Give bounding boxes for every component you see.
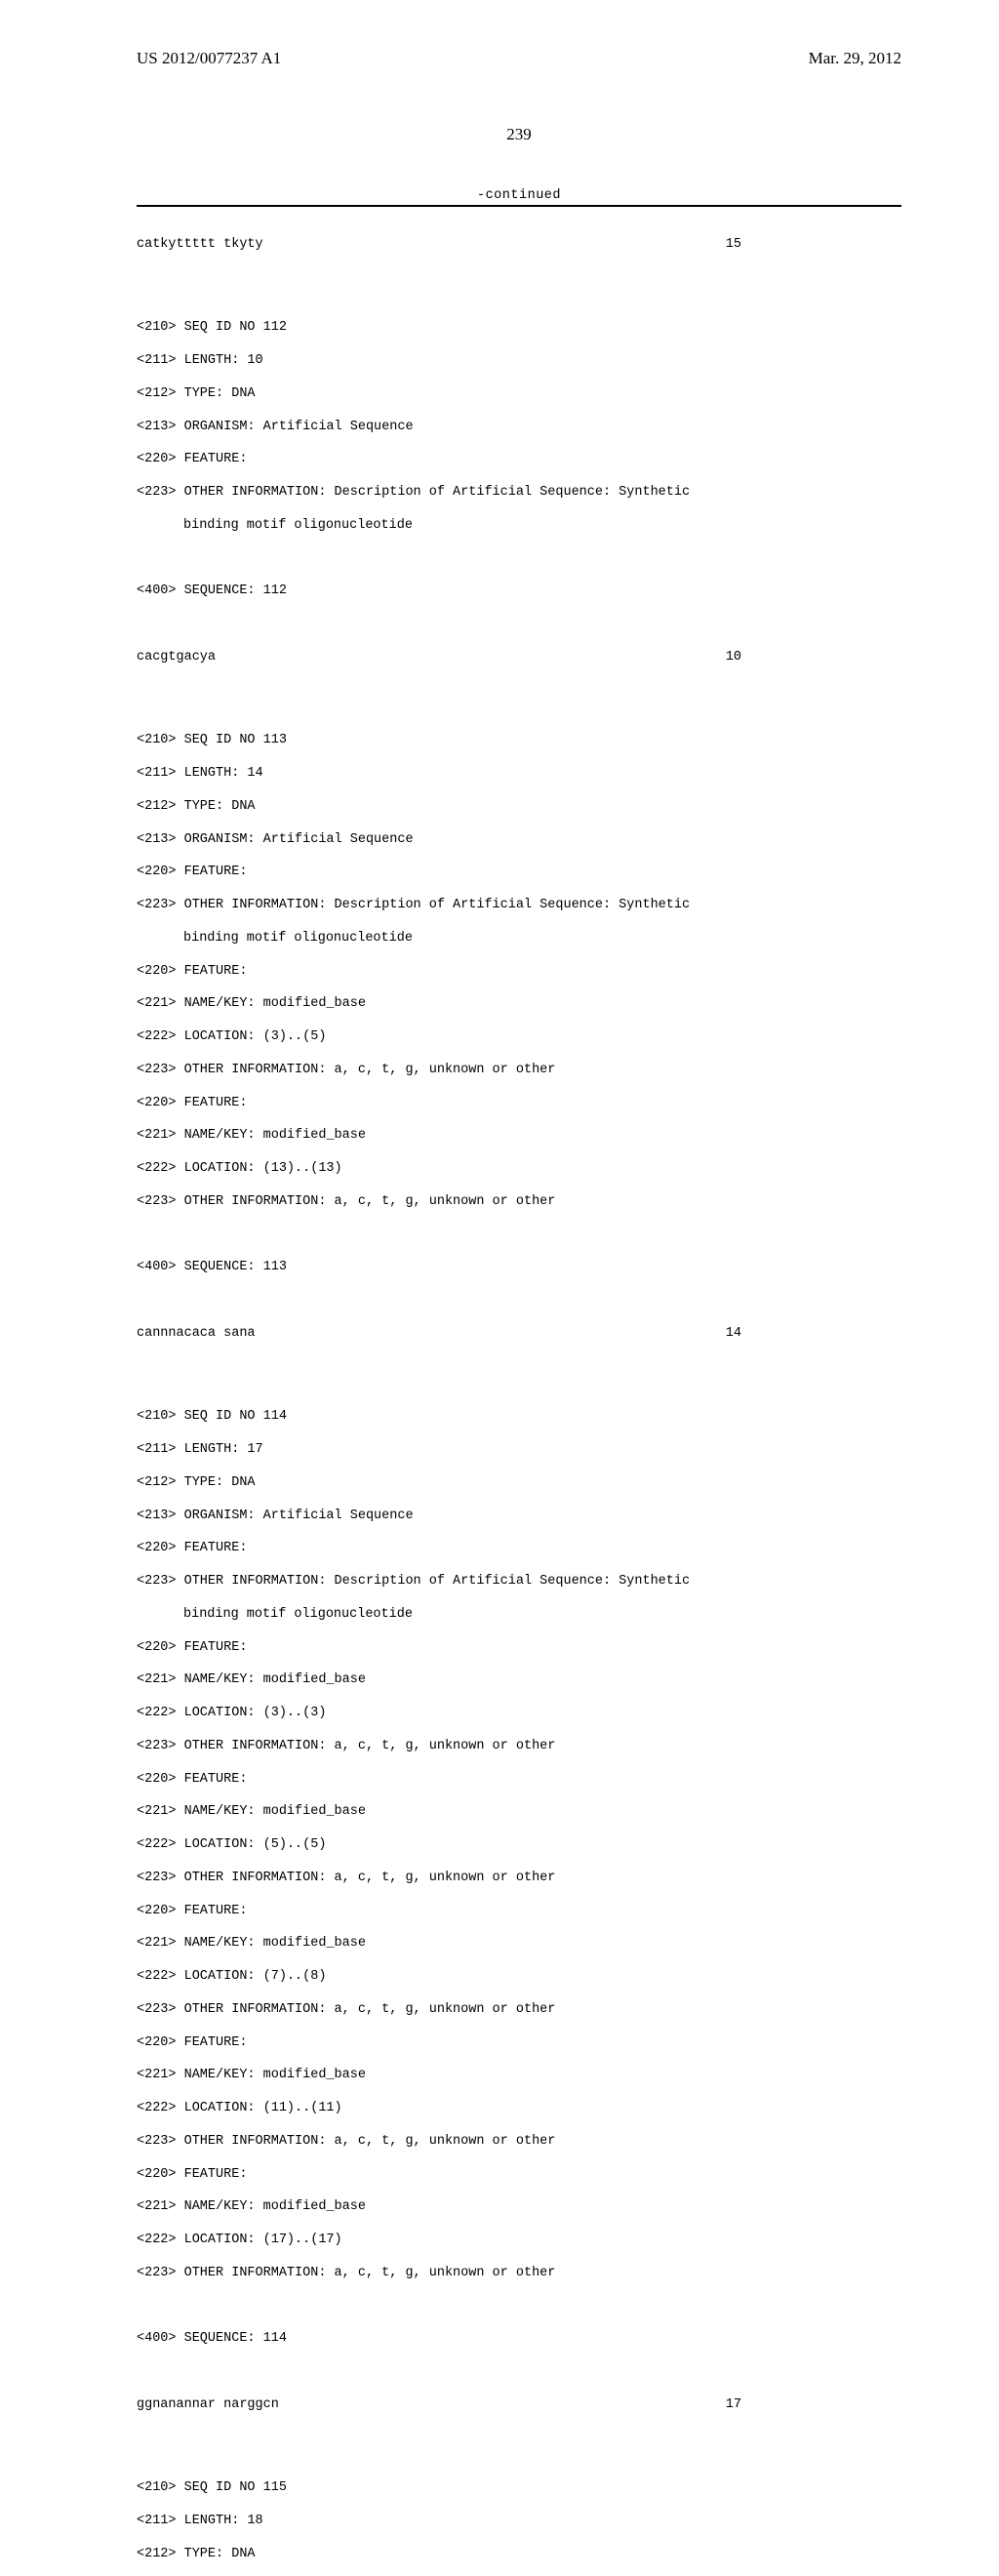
- seq-header-line: <212> TYPE: DNA: [137, 799, 901, 816]
- seq-label: <400> SEQUENCE: 114: [137, 2331, 901, 2348]
- seq-extra-line: <222> LOCATION: (3)..(5): [137, 1029, 901, 1046]
- publication-number: US 2012/0077237 A1: [137, 49, 281, 68]
- seq-extra-line: <223> OTHER INFORMATION: a, c, t, g, unk…: [137, 2002, 901, 2019]
- seq-extra-line: <222> LOCATION: (11)..(11): [137, 2101, 901, 2117]
- seq-extra-line: <220> FEATURE:: [137, 1772, 901, 1789]
- seq-extra-line: <221> NAME/KEY: modified_base: [137, 996, 901, 1013]
- seq-length: 14: [726, 1326, 741, 1343]
- seq-extra-line: <223> OTHER INFORMATION: a, c, t, g, unk…: [137, 1871, 901, 1887]
- spacer: [137, 551, 901, 568]
- seq-length: 10: [726, 650, 741, 666]
- page-header: US 2012/0077237 A1 Mar. 29, 2012: [137, 49, 901, 68]
- seq-header-line: <211> LENGTH: 18: [137, 2514, 901, 2530]
- seq-extra-line: <220> FEATURE:: [137, 2167, 901, 2184]
- seq-extra-line: <222> LOCATION: (3)..(3): [137, 1706, 901, 1722]
- seq-line: cacgtgacya 10: [137, 650, 741, 666]
- seq-header-line: <220> FEATURE:: [137, 1541, 901, 1557]
- seq-header-line: <213> ORGANISM: Artificial Sequence: [137, 1509, 901, 1525]
- seq-line: cannnacaca sana 14: [137, 1326, 741, 1343]
- seq-extra-line: <221> NAME/KEY: modified_base: [137, 1936, 901, 1952]
- seq-extra-line: <223> OTHER INFORMATION: a, c, t, g, unk…: [137, 1194, 901, 1211]
- seq-header-line: <210> SEQ ID NO 112: [137, 320, 901, 337]
- seq-extra-line: <221> NAME/KEY: modified_base: [137, 1128, 901, 1145]
- seq-label: <400> SEQUENCE: 112: [137, 584, 901, 600]
- seq-text: cannnacaca sana: [137, 1326, 256, 1343]
- seq-length: 15: [726, 237, 741, 254]
- spacer: [137, 683, 901, 700]
- seq-header-line: <223> OTHER INFORMATION: Description of …: [137, 1574, 901, 1590]
- seq-extra-line: <223> OTHER INFORMATION: a, c, t, g, unk…: [137, 2266, 901, 2282]
- seq-extra-line: <220> FEATURE:: [137, 1904, 901, 1920]
- spacer: [137, 270, 901, 287]
- seq-header-line: <223> OTHER INFORMATION: Description of …: [137, 485, 901, 502]
- seq-line: catkyttttt tkyty 15: [137, 237, 741, 254]
- spacer: [137, 2364, 901, 2381]
- seq-extra-line: <221> NAME/KEY: modified_base: [137, 2199, 901, 2216]
- seq-line: ggnanannar narggcn 17: [137, 2397, 741, 2414]
- seq-extra-line: <221> NAME/KEY: modified_base: [137, 1672, 901, 1689]
- spacer: [137, 1228, 901, 1244]
- seq-extra-line: <222> LOCATION: (7)..(8): [137, 1969, 901, 1986]
- page-number: 239: [137, 125, 901, 144]
- seq-extra-line: <223> OTHER INFORMATION: a, c, t, g, unk…: [137, 2134, 901, 2151]
- spacer: [137, 1293, 901, 1309]
- seq-extra-line: <220> FEATURE:: [137, 1096, 901, 1112]
- horizontal-rule: [137, 205, 901, 207]
- spacer: [137, 1359, 901, 1376]
- seq-extra-line: <223> OTHER INFORMATION: a, c, t, g, unk…: [137, 1063, 901, 1079]
- seq-header-line: <211> LENGTH: 17: [137, 1442, 901, 1459]
- seq-header-line: <211> LENGTH: 10: [137, 353, 901, 370]
- patent-page: US 2012/0077237 A1 Mar. 29, 2012 239 -co…: [0, 0, 999, 1288]
- seq-extra-line: <220> FEATURE:: [137, 1640, 901, 1657]
- seq-header-line: <212> TYPE: DNA: [137, 2547, 901, 2563]
- seq-header-line: <213> ORGANISM: Artificial Sequence: [137, 832, 901, 849]
- seq-header-line: <220> FEATURE:: [137, 865, 901, 881]
- seq-text: cacgtgacya: [137, 650, 216, 666]
- seq-header-indent: binding motif oligonucleotide: [137, 1607, 901, 1624]
- sequence-listing: catkyttttt tkyty 15 <210> SEQ ID NO 112 <…: [137, 221, 901, 2576]
- seq-extra-line: <223> OTHER INFORMATION: a, c, t, g, unk…: [137, 1739, 901, 1755]
- spacer: [137, 617, 901, 633]
- seq-extra-line: <222> LOCATION: (5)..(5): [137, 1837, 901, 1854]
- seq-header-line: <210> SEQ ID NO 113: [137, 733, 901, 749]
- seq-header-line: <211> LENGTH: 14: [137, 766, 901, 783]
- seq-extra-line: <221> NAME/KEY: modified_base: [137, 2068, 901, 2084]
- spacer: [137, 2299, 901, 2315]
- seq-header-line: <212> TYPE: DNA: [137, 386, 901, 403]
- seq-header-indent: binding motif oligonucleotide: [137, 518, 901, 535]
- continued-label: -continued: [137, 188, 901, 203]
- seq-header-line: <210> SEQ ID NO 114: [137, 1409, 901, 1426]
- seq-header-line: <220> FEATURE:: [137, 452, 901, 468]
- seq-extra-line: <220> FEATURE:: [137, 2035, 901, 2052]
- seq-extra-line: <222> LOCATION: (13)..(13): [137, 1161, 901, 1178]
- seq-header-line: <210> SEQ ID NO 115: [137, 2480, 901, 2497]
- seq-length: 17: [726, 2397, 741, 2414]
- publication-date: Mar. 29, 2012: [809, 49, 901, 68]
- seq-text: ggnanannar narggcn: [137, 2397, 279, 2414]
- seq-extra-line: <221> NAME/KEY: modified_base: [137, 1804, 901, 1821]
- spacer: [137, 2431, 901, 2447]
- seq-header-line: <223> OTHER INFORMATION: Description of …: [137, 898, 901, 914]
- seq-header-indent: binding motif oligonucleotide: [137, 931, 901, 947]
- seq-extra-line: <222> LOCATION: (17)..(17): [137, 2233, 901, 2249]
- seq-header-line: <212> TYPE: DNA: [137, 1475, 901, 1492]
- seq-label: <400> SEQUENCE: 113: [137, 1260, 901, 1276]
- seq-text: catkyttttt tkyty: [137, 237, 263, 254]
- seq-extra-line: <220> FEATURE:: [137, 964, 901, 981]
- seq-header-line: <213> ORGANISM: Artificial Sequence: [137, 420, 901, 436]
